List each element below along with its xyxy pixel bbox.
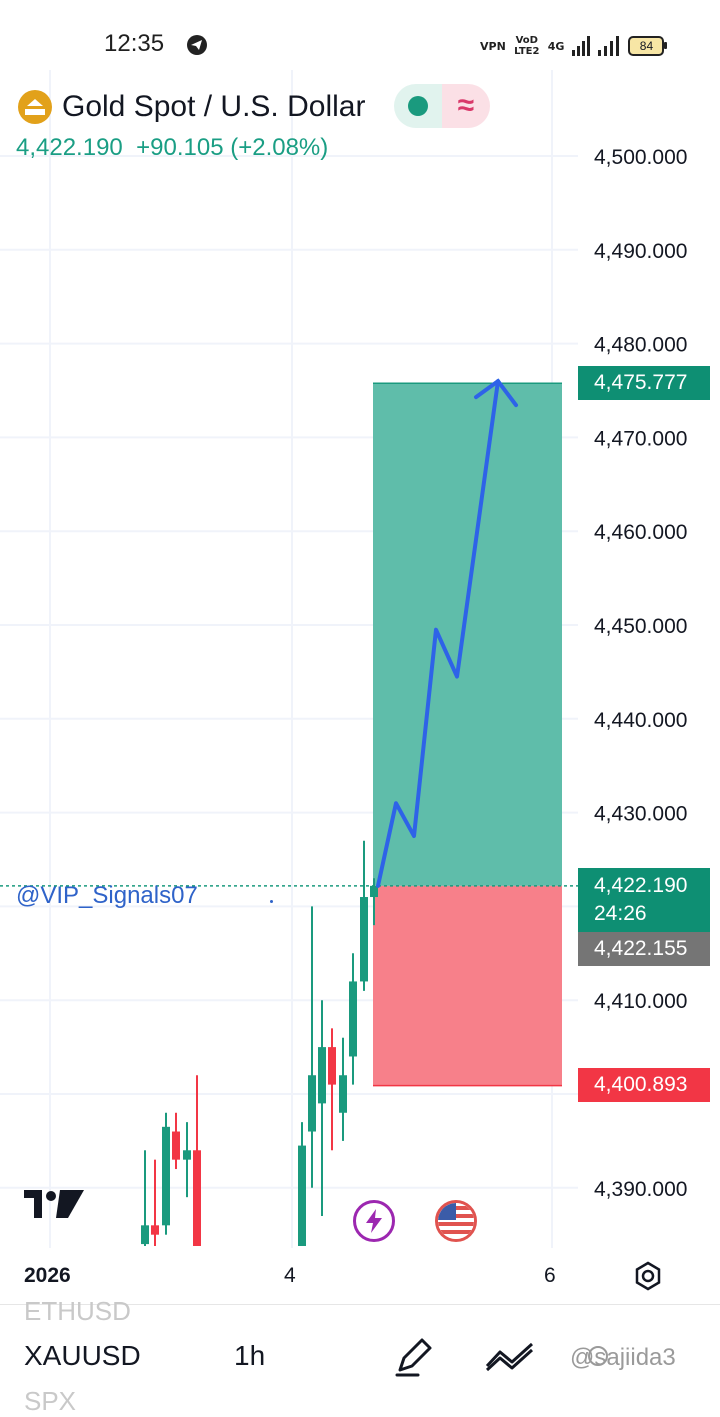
gold-bars-icon (25, 99, 45, 115)
last-price: 4,422.190 (16, 134, 123, 161)
more-icon[interactable] (586, 1344, 610, 1368)
signal-icon (598, 36, 620, 56)
candle-body (162, 1126, 170, 1226)
candles (141, 840, 378, 1246)
candle-body (328, 1047, 336, 1085)
price-axis-label: 4,450.000 (594, 615, 687, 638)
symbol-picker[interactable]: XAUUSD (24, 1340, 141, 1371)
symbol-picker-prev[interactable]: ETHUSD (24, 1296, 131, 1326)
current-price-value: 4,422.190 (594, 874, 688, 897)
candle-body (172, 1131, 180, 1160)
watermark-text: @VIP_Signals07 (16, 882, 198, 909)
candle-body (308, 1075, 316, 1132)
stop-loss-zone (373, 885, 562, 1086)
take-profit-zone (373, 383, 562, 886)
indicators-icon[interactable] (484, 1340, 536, 1372)
gold-logo (18, 90, 52, 124)
status-icons: VPN VoD LTE2 4G 84 (480, 32, 668, 60)
candle-body (141, 1225, 149, 1245)
tradingview-logo (24, 1190, 84, 1218)
price-axis-label: 4,490.000 (594, 240, 687, 263)
target-price-tag: 4,475.777 (578, 366, 710, 400)
position-zones (373, 382, 562, 1087)
bottom-toolbar (0, 1304, 720, 1403)
market-open-dot (408, 96, 428, 116)
telegram-icon (187, 35, 207, 55)
candle-body (339, 1075, 347, 1113)
price-axis-label: 4,500.000 (594, 146, 687, 169)
drawing-pen-icon[interactable] (394, 1334, 436, 1378)
us-flag-glyph (438, 1203, 474, 1239)
candle-body (360, 897, 368, 982)
price-change: +90.105 (+2.08%) (136, 134, 329, 161)
projection-arrow (376, 379, 500, 888)
candle-body (298, 1145, 306, 1246)
status-pill[interactable]: ≈ (394, 84, 490, 128)
watermark-dot (270, 900, 273, 903)
candle-body (151, 1225, 159, 1235)
volte-icon: VoD LTE2 (514, 35, 540, 57)
candle-body (349, 981, 357, 1057)
price-axis-label: 4,410.000 (594, 990, 687, 1013)
time-axis-day-4: 4 (284, 1264, 296, 1287)
stop-price-tag: 4,400.893 (578, 1068, 710, 1102)
candle-body (183, 1150, 191, 1160)
price-axis-label: 4,430.000 (594, 803, 687, 826)
current-price-tag: 4,422.190 24:26 (578, 868, 710, 932)
signal-icon (572, 36, 591, 56)
username-watermark: @sajiida3 (570, 1344, 676, 1371)
lightning-glyph (366, 1209, 382, 1233)
candle-body (193, 1150, 201, 1246)
price-axis-label: 4,390.000 (594, 1178, 687, 1201)
time-axis-day-6: 6 (544, 1264, 556, 1287)
status-bar: 12:35 VPN VoD LTE2 4G 84 (0, 0, 720, 90)
candle-body (318, 1047, 326, 1104)
flash-icon[interactable] (353, 1200, 395, 1242)
status-time: 12:35 (104, 30, 165, 57)
projection-arrow-head (474, 378, 518, 408)
price-axis-label: 4,470.000 (594, 427, 687, 450)
symbol-title[interactable]: Gold Spot / U.S. Dollar (62, 90, 366, 123)
us-flag-icon[interactable] (435, 1200, 477, 1242)
price-line-text: 4,422.190 +90.105 (+2.08%) (16, 134, 328, 162)
entry-price-tag: 4,422.155 (578, 932, 710, 966)
price-axis-label: 4,440.000 (594, 709, 687, 732)
vpn-icon: VPN (480, 39, 506, 53)
price-chart[interactable]: 4,500.000 4,490.000 4,480.000 4,470.000 4,46… (0, 70, 720, 1310)
time-axis-year: 2026 (24, 1264, 71, 1287)
battery-icon: 84 (628, 36, 668, 56)
price-axis-label: 4,480.000 (594, 334, 687, 357)
interval-picker[interactable]: 1h (234, 1340, 266, 1371)
4g-signal-icon: 4G (547, 39, 565, 53)
candle-body (370, 885, 378, 898)
price-axis: 4,500.000 4,490.000 4,480.000 4,470.000 4,46… (594, 146, 687, 1201)
price-axis-label: 4,460.000 (594, 521, 687, 544)
market-open-indicator[interactable] (394, 84, 442, 128)
settings-icon[interactable] (632, 1260, 664, 1292)
delayed-data-icon[interactable]: ≈ (442, 84, 490, 128)
candle-countdown: 24:26 (594, 902, 647, 925)
